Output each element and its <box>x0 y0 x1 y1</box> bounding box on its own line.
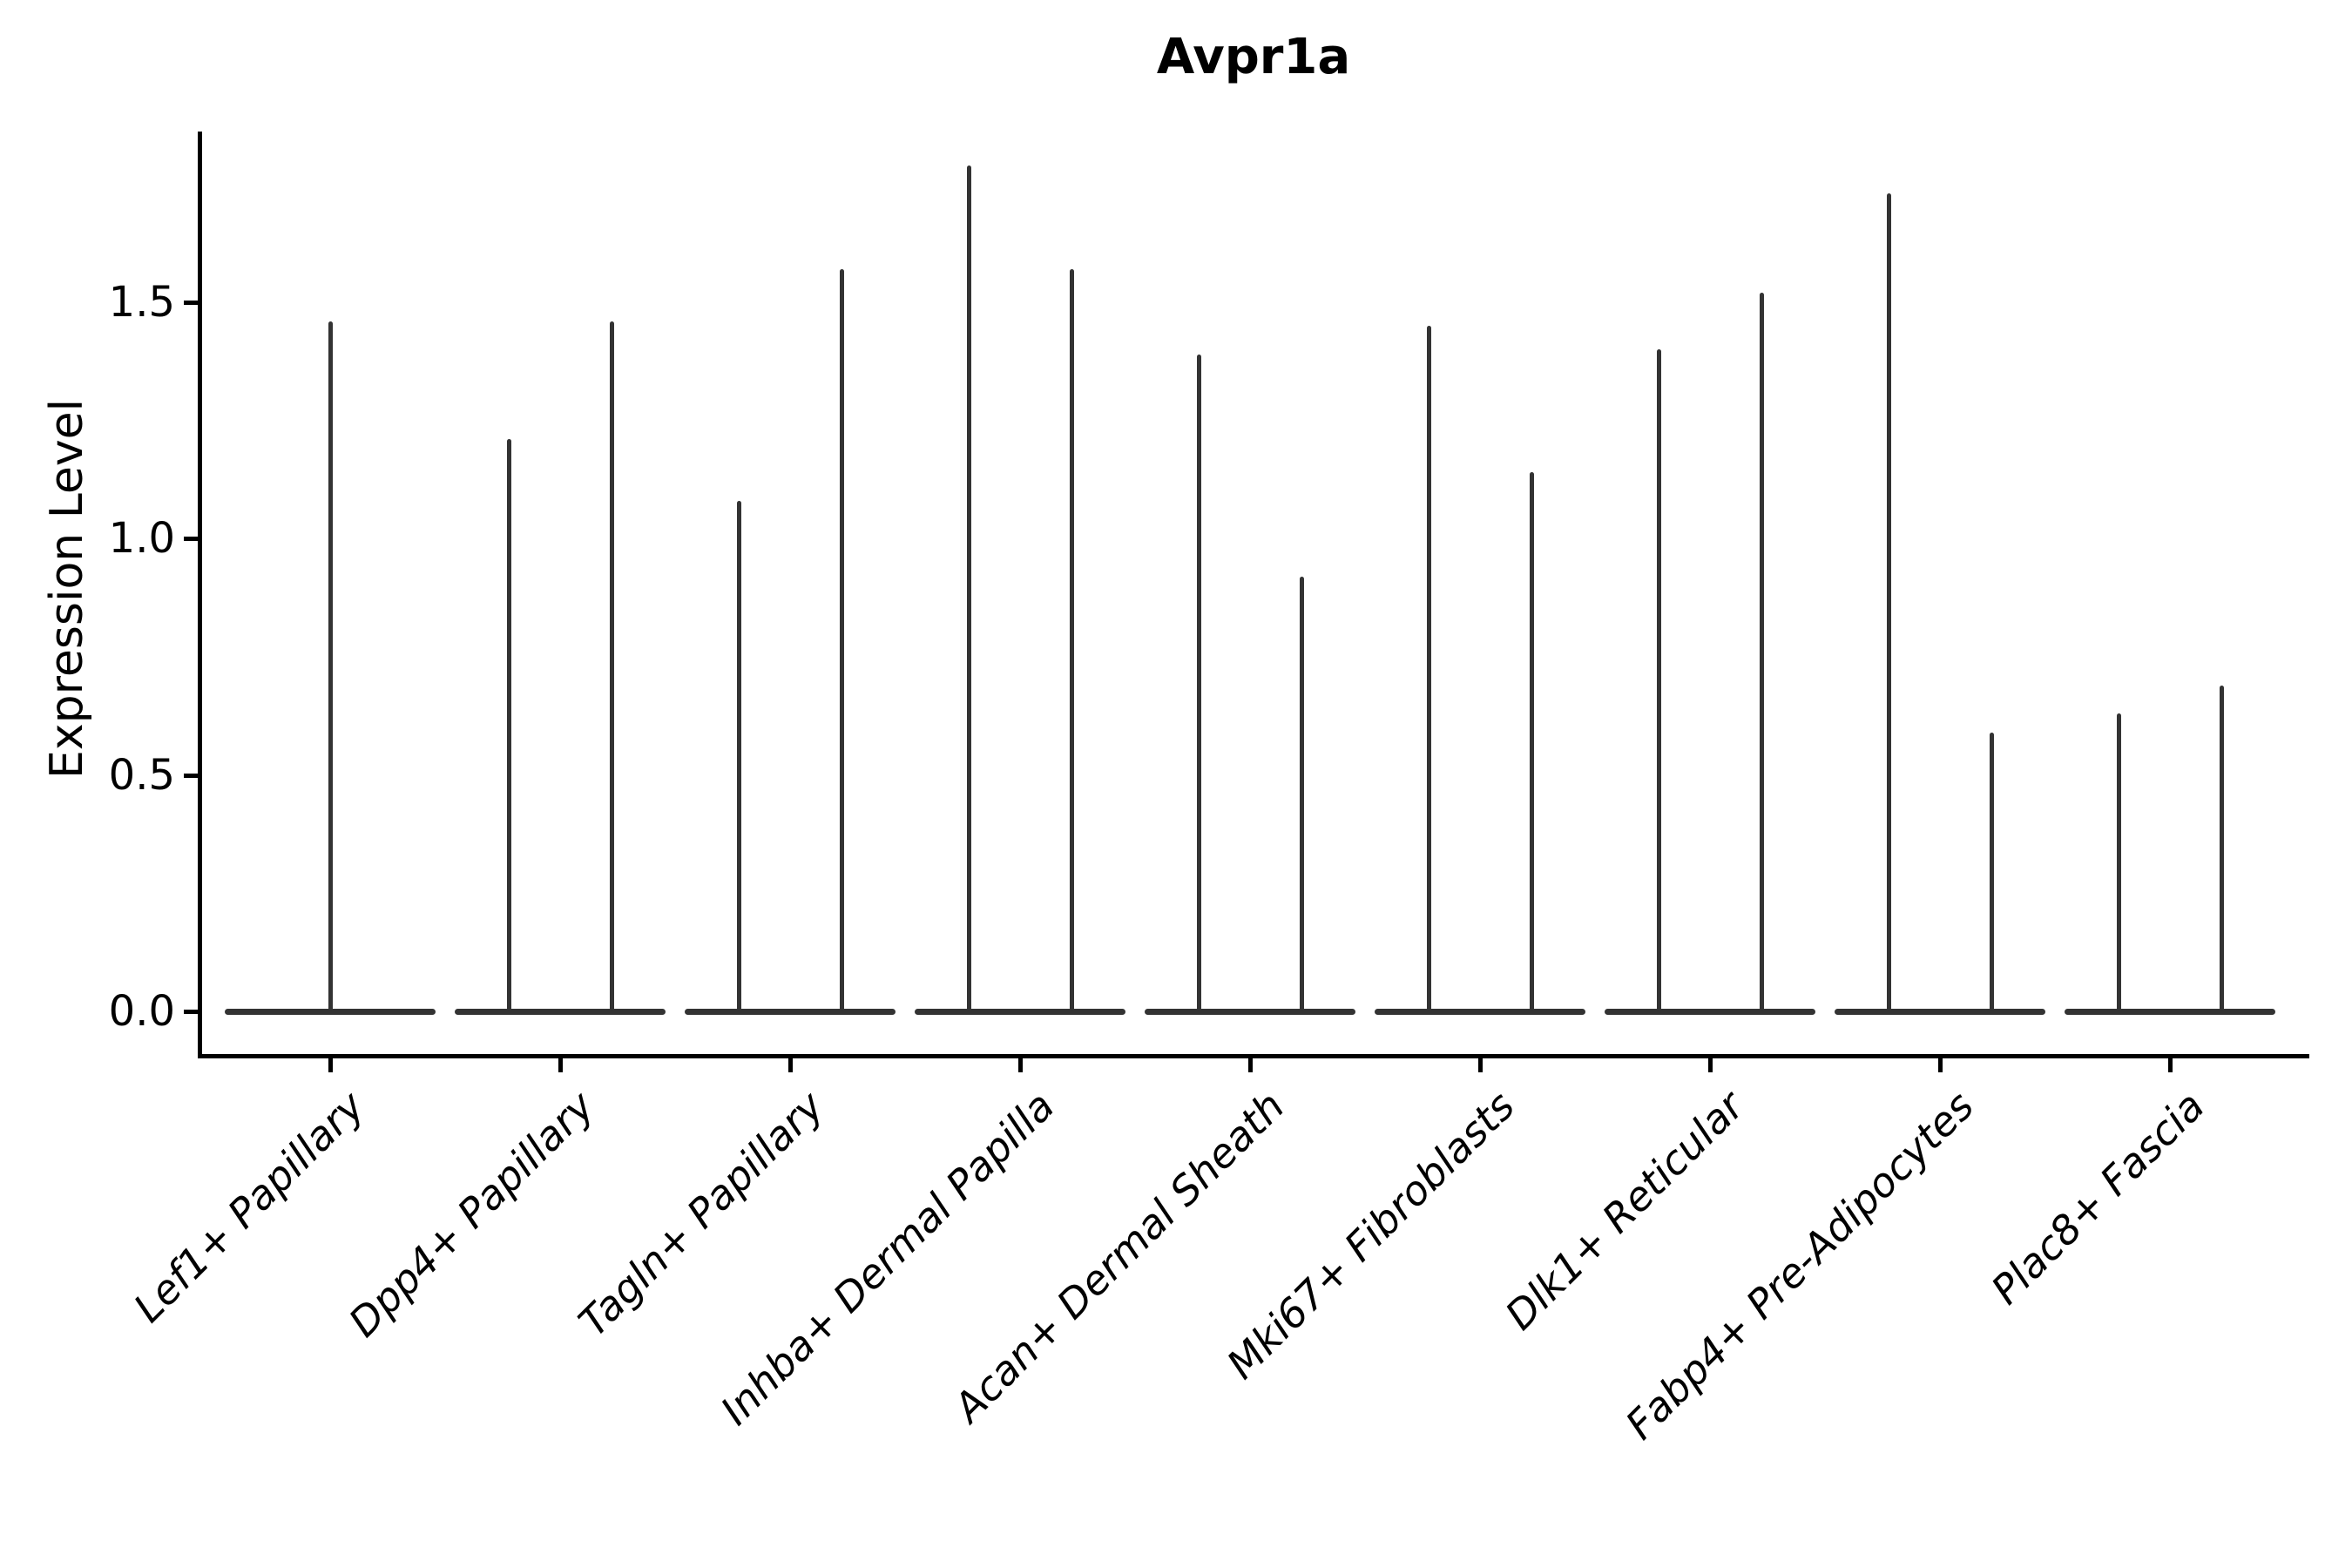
y-tick <box>184 300 198 305</box>
x-tick-label: Plac8+ Fascia <box>1982 1082 2213 1314</box>
violin-spike <box>1069 268 1074 1011</box>
chart-title: Avpr1a <box>1156 29 1351 85</box>
violin-base <box>455 1008 666 1015</box>
violin-spike <box>1299 576 1304 1011</box>
violin-base <box>2065 1008 2275 1015</box>
violin-spike <box>1989 732 1994 1011</box>
violin-spike <box>506 439 511 1011</box>
x-tick <box>1938 1058 1943 1072</box>
violin-spike <box>2219 685 2224 1011</box>
x-tick <box>2168 1058 2173 1072</box>
violin-base <box>685 1008 896 1015</box>
y-tick-label: 0.5 <box>108 750 175 800</box>
x-tick-label: Dlk1+ Reticular <box>1496 1082 1754 1339</box>
y-tick-label: 0.0 <box>108 987 175 1036</box>
violin-spike <box>736 500 741 1011</box>
violin-spike <box>609 321 614 1011</box>
violin-spike <box>328 321 333 1011</box>
violin-spike <box>1196 354 1201 1011</box>
x-tick <box>788 1058 793 1072</box>
violin-spike <box>1529 472 1534 1011</box>
x-tick-label: Tagln+ Papillary <box>570 1082 834 1346</box>
x-tick <box>1018 1058 1023 1072</box>
y-tick-label: 1.5 <box>108 277 175 327</box>
y-axis-spine <box>198 132 202 1058</box>
violin-base <box>225 1008 436 1015</box>
x-tick-label: Dpp4+ Papillary <box>339 1082 604 1346</box>
violin-base <box>1375 1008 1585 1015</box>
y-tick <box>184 773 198 778</box>
x-tick <box>1478 1058 1483 1072</box>
violin-spike <box>2116 713 2121 1011</box>
y-tick <box>184 1010 198 1014</box>
violin-spike <box>966 165 971 1011</box>
x-tick <box>558 1058 563 1072</box>
x-tick <box>328 1058 333 1072</box>
violin-spike <box>1759 293 1764 1011</box>
violin-spike <box>1886 193 1891 1011</box>
y-tick-label: 1.0 <box>108 514 175 564</box>
violin-base <box>1145 1008 1355 1015</box>
violin-spike <box>1426 326 1431 1011</box>
violin-base <box>1835 1008 2045 1015</box>
violin-spike <box>839 268 844 1011</box>
violin-base <box>915 1008 1125 1015</box>
x-tick-label: Lef1+ Papillary <box>124 1082 374 1332</box>
violin-base <box>1605 1008 1815 1015</box>
y-tick <box>184 537 198 542</box>
x-tick <box>1248 1058 1253 1072</box>
violin-spike <box>1656 349 1661 1011</box>
x-tick <box>1708 1058 1713 1072</box>
x-axis-spine <box>198 1054 2309 1058</box>
